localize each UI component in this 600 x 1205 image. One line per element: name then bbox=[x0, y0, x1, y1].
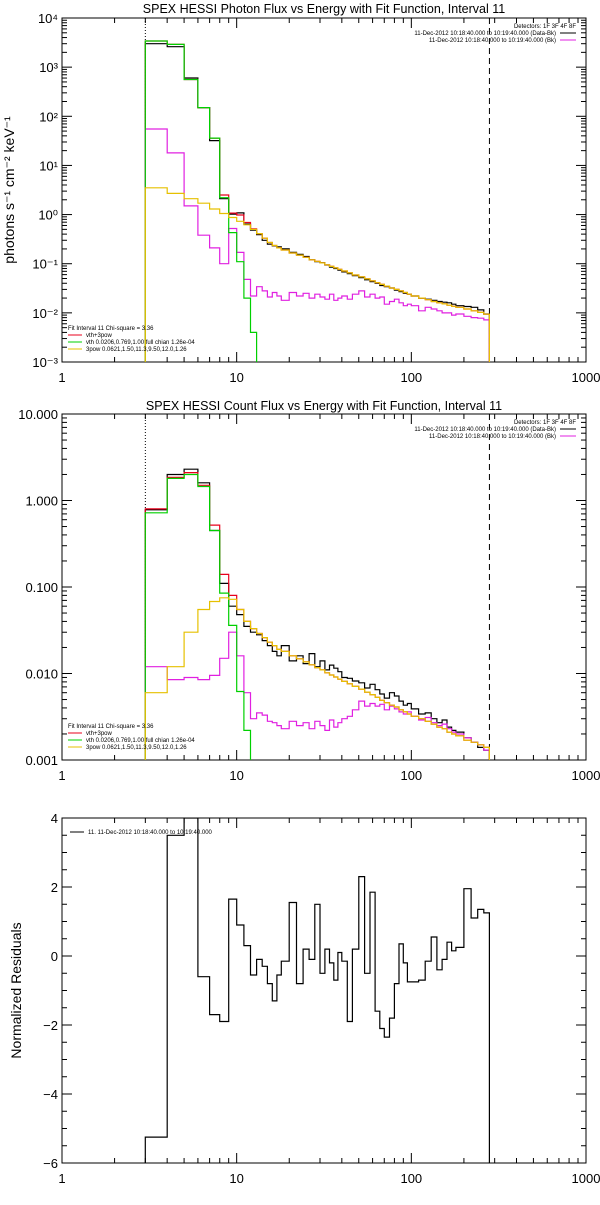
count-x-tick-label: 1 bbox=[58, 768, 65, 783]
photon-y-tick-label: 10² bbox=[39, 109, 58, 124]
resid-x-tick-label: 1000 bbox=[572, 1171, 600, 1186]
resid-y-tick-label: −6 bbox=[43, 1156, 58, 1171]
resid-y-tick-label: 0 bbox=[51, 949, 58, 964]
resid-x-ticks: 1 10 100 1000 bbox=[58, 818, 600, 1186]
count-legend-bottom-entry: 3pow 0.0621,1.50,11.3,9.50,12.0,1.26 bbox=[86, 745, 187, 751]
photon-title: SPEX HESSI Photon Flux vs Energy with Fi… bbox=[143, 2, 505, 16]
photon-x-tick-label: 10 bbox=[229, 370, 243, 385]
count-y-ticks: 0.001 0.010 0.100 1.000 10.000 bbox=[18, 407, 586, 768]
photon-series-yellow bbox=[144, 187, 490, 362]
resid-series-black bbox=[144, 818, 490, 1163]
count-y-tick-label: 0.010 bbox=[25, 667, 58, 682]
count-legend-bottom-entry: vth+3pow bbox=[86, 731, 113, 737]
count-legend-bottom-entry: Fit Interval 11 Chi-square = 3.36 bbox=[68, 724, 154, 730]
photon-legend-bottom: Fit Interval 11 Chi-square = 3.36vth+3po… bbox=[68, 326, 195, 353]
photon-legend-top-entry: 11-Dec-2012 10:18:40.000 to 10:19:40.000… bbox=[414, 31, 556, 37]
count-y-tick-label: 0.100 bbox=[25, 580, 58, 595]
photon-series-green bbox=[144, 40, 263, 362]
count-series-group bbox=[144, 468, 490, 760]
photon-x-tick-label: 100 bbox=[400, 370, 422, 385]
count-series-red bbox=[144, 472, 490, 760]
photon-legend-top-entry: 11-Dec-2012 10:18:40.000 to 10:19:40.000… bbox=[429, 38, 556, 44]
count-x-tick-label: 100 bbox=[400, 768, 422, 783]
photon-y-tick-label: 10³ bbox=[39, 60, 58, 75]
photon-series-magenta bbox=[144, 128, 490, 362]
resid-x-tick-label: 10 bbox=[229, 1171, 243, 1186]
resid-x-tick-label: 100 bbox=[400, 1171, 422, 1186]
photon-panel: SPEX HESSI Photon Flux vs Energy with Fi… bbox=[1, 2, 600, 385]
photon-y-tick-label: 10⁻¹ bbox=[32, 257, 58, 272]
resid-ylabel: Normalized Residuals bbox=[8, 922, 24, 1058]
count-legend-top-entry: 11-Dec-2012 10:18:40.000 to 10:19:40.000… bbox=[429, 434, 556, 440]
count-y-tick-label: 10.000 bbox=[18, 407, 58, 422]
photon-y-tick-label: 10⁰ bbox=[38, 208, 58, 223]
count-legend-bottom-entry: vth 0.0206,0.769,1.00 full chian 1.26e-0… bbox=[86, 738, 195, 744]
photon-x-ticks: 1 10 100 1000 bbox=[58, 18, 600, 385]
photon-series-group bbox=[144, 40, 490, 362]
photon-legend-bottom-entry: 3pow 0.0621,1.50,11.3,9.50,12.0,1.26 bbox=[86, 347, 187, 353]
count-series-black bbox=[144, 468, 490, 760]
photon-x-tick-label: 1 bbox=[58, 370, 65, 385]
photon-y-tick-label: 10⁻² bbox=[32, 306, 58, 321]
photon-legend-bottom-entry: vth 0.0206,0.769,1.00 full chian 1.26e-0… bbox=[86, 340, 195, 346]
resid-series-group bbox=[144, 818, 490, 1163]
photon-ylabel: photons s⁻¹ cm⁻² keV⁻¹ bbox=[1, 116, 17, 264]
count-title: SPEX HESSI Count Flux vs Energy with Fit… bbox=[146, 399, 502, 413]
resid-legend-label: 11. 11-Dec-2012 10:18:40.000 to 10:19:40… bbox=[88, 830, 213, 836]
resid-y-tick-label: −2 bbox=[43, 1018, 58, 1033]
resid-y-tick-label: 2 bbox=[51, 880, 58, 895]
photon-legend-top-entry: Detectors: 1F 3F 4F 8F bbox=[514, 24, 576, 30]
photon-y-tick-label: 10⁻³ bbox=[32, 355, 58, 370]
count-panel: SPEX HESSI Count Flux vs Energy with Fit… bbox=[18, 399, 600, 783]
count-y-tick-label: 1.000 bbox=[25, 494, 58, 509]
resid-frame bbox=[61, 817, 587, 1164]
photon-y-ticks: 10⁻³ 10⁻² 10⁻¹ 10⁰ 10¹ 10² 10³ 10⁴ bbox=[32, 11, 586, 370]
resid-x-tick-label: 1 bbox=[58, 1171, 65, 1186]
photon-legend-bottom-entry: Fit Interval 11 Chi-square = 3.36 bbox=[68, 326, 154, 332]
count-series-magenta bbox=[144, 631, 490, 760]
photon-series-red bbox=[144, 40, 490, 362]
count-legend-top-entry: Detectors: 1F 3F 4F 8F bbox=[514, 420, 576, 426]
resid-y-tick-label: −4 bbox=[43, 1087, 58, 1102]
count-series-green bbox=[144, 473, 263, 760]
photon-y-tick-label: 10⁴ bbox=[38, 11, 58, 26]
count-x-tick-label: 10 bbox=[229, 768, 243, 783]
count-series-yellow bbox=[144, 597, 490, 760]
photon-y-tick-label: 10¹ bbox=[39, 158, 58, 173]
count-x-tick-label: 1000 bbox=[572, 768, 600, 783]
resid-y-tick-label: 4 bbox=[51, 811, 58, 826]
count-y-tick-label: 0.001 bbox=[25, 753, 58, 768]
photon-legend-bottom-entry: vth+3pow bbox=[86, 333, 113, 339]
resid-y-ticks: −6 −4 −2 0 2 4 bbox=[43, 811, 586, 1171]
count-frame bbox=[61, 413, 587, 761]
photon-series-black bbox=[144, 43, 490, 362]
count-legend-bottom: Fit Interval 11 Chi-square = 3.36vth+3po… bbox=[68, 724, 195, 751]
photon-frame bbox=[61, 17, 587, 363]
photon-x-tick-label: 1000 bbox=[572, 370, 600, 385]
count-legend-top-entry: 11-Dec-2012 10:18:40.000 to 10:19:40.000… bbox=[414, 427, 556, 433]
resid-legend-top: 11. 11-Dec-2012 10:18:40.000 to 10:19:40… bbox=[70, 830, 213, 836]
